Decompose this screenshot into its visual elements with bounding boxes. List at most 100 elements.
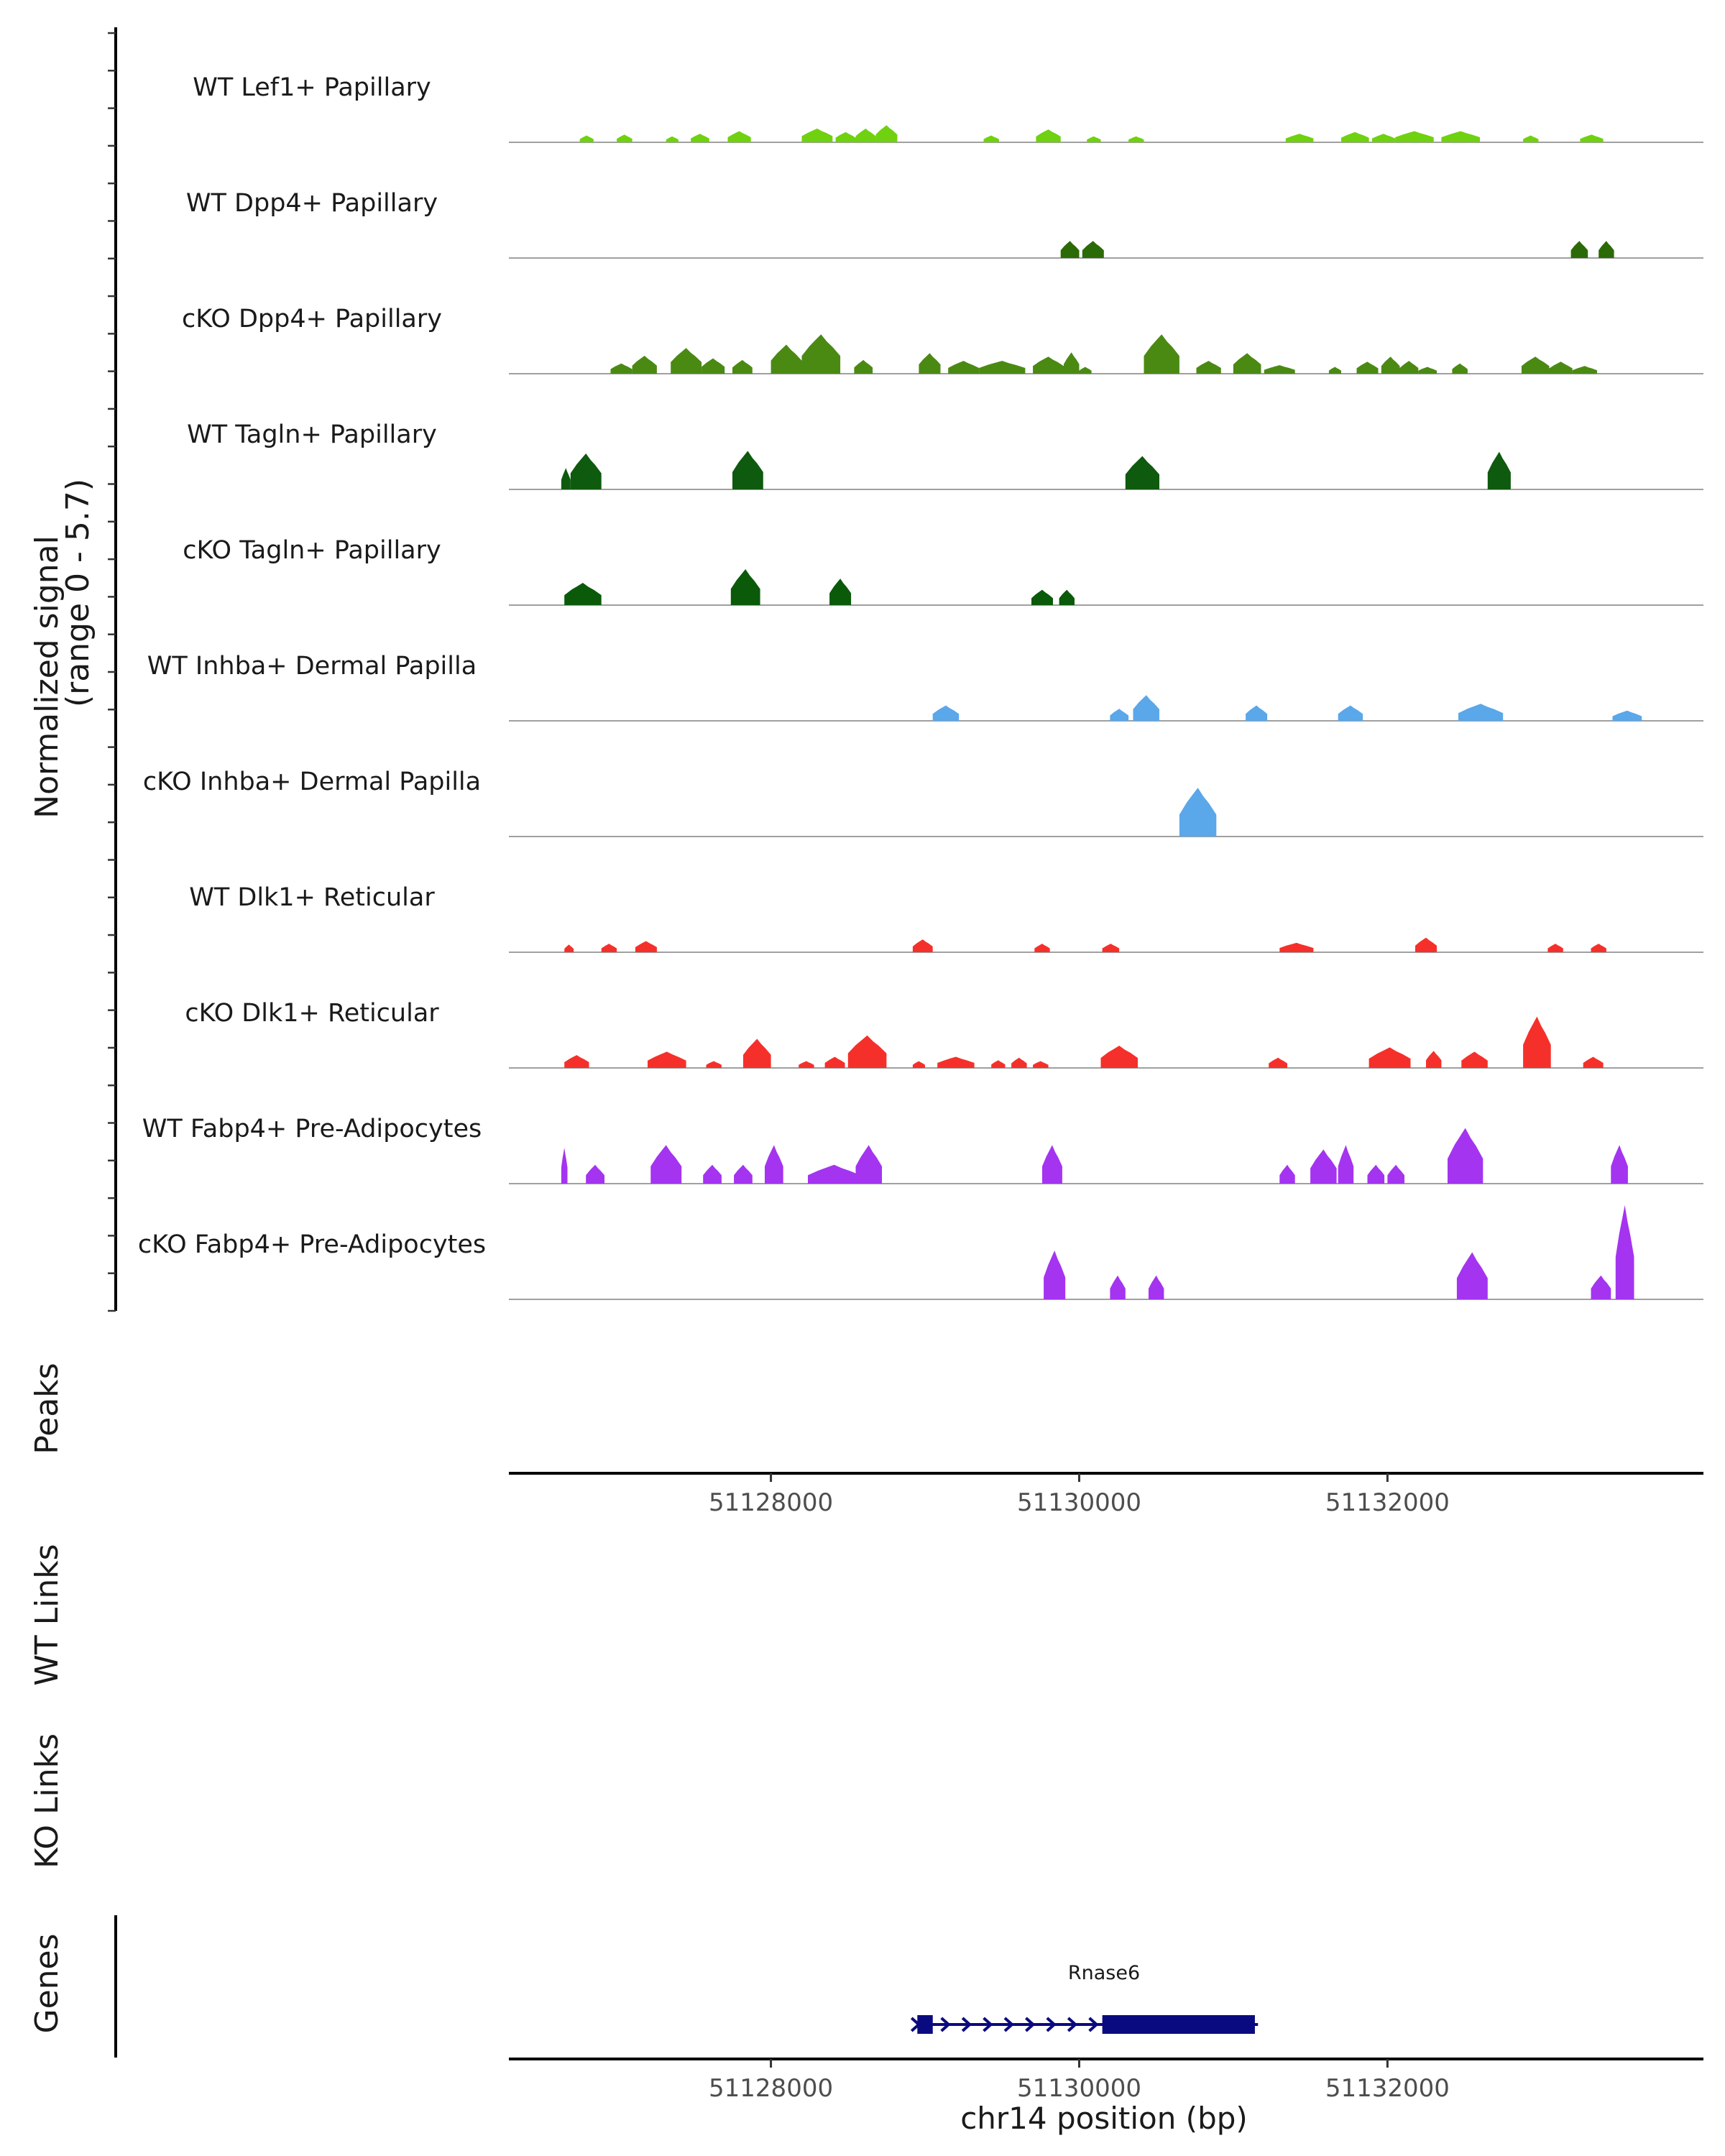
strand-arrow-icon [1046, 2017, 1057, 2032]
signal-peak [1110, 1275, 1126, 1299]
signal-peak [1487, 451, 1511, 489]
signal-peak [632, 356, 657, 374]
track-label: WT Lef1+ Papillary [193, 73, 431, 102]
signal-peak [564, 583, 602, 605]
signal-peak [1368, 1047, 1411, 1068]
signal-peak [1034, 944, 1050, 952]
signal-peak [1399, 361, 1419, 374]
signal-peak [732, 359, 753, 374]
signal-peak [1547, 944, 1563, 952]
signal-peak [765, 1145, 783, 1184]
signal-peak [1418, 367, 1437, 374]
track-label: cKO Fabp4+ Pre-Adipocytes [138, 1230, 486, 1259]
ko-links-panel-label: KO Links [29, 1733, 65, 1869]
x-tick-label: 51128000 [709, 1488, 833, 1517]
signal-peak [983, 135, 999, 142]
track-2: WT Dpp4+ Papillary [186, 189, 1703, 259]
track-10: WT Fabp4+ Pre-Adipocytes [142, 1115, 1703, 1184]
gene-name-label: Rnase6 [1068, 1962, 1140, 1984]
signal-peak [1441, 131, 1480, 142]
signal-peak [1082, 241, 1104, 258]
signal-peak [706, 1061, 722, 1068]
genes-panel-label: Genes [29, 1933, 65, 2033]
track-label: WT Dlk1+ Reticular [189, 883, 435, 912]
signal-peak [991, 1060, 1006, 1068]
signal-peak [1452, 363, 1468, 374]
signal-peak [829, 579, 852, 605]
signal-peak [1572, 366, 1597, 374]
signal-peak [855, 128, 876, 142]
signal-peak [1328, 367, 1341, 374]
signal-peak [1264, 365, 1295, 374]
signal-peak [937, 1056, 975, 1068]
signal-peak [1356, 361, 1379, 374]
signal-peak [1395, 131, 1434, 142]
track-label: cKO Dlk1+ Reticular [185, 999, 439, 1028]
signal-peak [770, 344, 802, 374]
signal-peak [1060, 241, 1080, 258]
x-tick-label: 51130000 [1017, 1488, 1141, 1517]
signal-peak [1125, 456, 1159, 489]
signal-peak [561, 468, 571, 489]
strand-arrow-icon [983, 2017, 993, 2032]
signal-peak [1133, 695, 1159, 721]
signal-peak [1338, 705, 1363, 721]
signal-peak [1415, 937, 1437, 952]
signal-peak [1179, 788, 1217, 837]
signal-peak [1521, 356, 1550, 374]
signal-peak [703, 1164, 722, 1184]
signal-peak [835, 132, 856, 142]
track-4: WT Tagln+ Papillary [187, 420, 1703, 490]
signal-peak [730, 569, 760, 605]
gene-exon [917, 2015, 933, 2034]
signal-peak [1036, 129, 1061, 142]
signal-peak [1269, 1057, 1287, 1068]
signal-peak [1033, 356, 1064, 374]
signal-peak [1580, 134, 1604, 142]
track-5: cKO Tagln+ Papillary [183, 536, 1703, 606]
signal-peak [1246, 705, 1268, 721]
track-label: WT Inhba+ Dermal Papilla [147, 652, 477, 681]
signal-peak [1128, 136, 1144, 142]
strand-arrow-icon [1067, 2017, 1078, 2032]
x-tick-label: 51128000 [709, 2074, 833, 2103]
signal-peak [691, 134, 709, 142]
track-8: WT Dlk1+ Reticular [189, 883, 1703, 953]
signal-peak [601, 944, 617, 952]
signal-peak [586, 1164, 604, 1184]
signal-peak [1611, 1145, 1628, 1184]
signal-peak [1031, 589, 1053, 605]
signal-peak [1461, 1051, 1488, 1068]
signal-peak [1387, 1164, 1404, 1184]
track-label: WT Fabp4+ Pre-Adipocytes [142, 1115, 482, 1143]
strand-arrow-icon [1003, 2017, 1014, 2032]
signal-peak [650, 1145, 682, 1184]
signal-peak [1144, 334, 1179, 374]
signal-peak [1059, 589, 1075, 605]
signal-peak [1426, 1051, 1442, 1068]
signal-peak [1279, 1164, 1295, 1184]
signal-peak [561, 1148, 568, 1184]
strand-arrow-icon [1088, 2017, 1099, 2032]
track-label: WT Dpp4+ Papillary [186, 189, 438, 218]
signal-peak [932, 705, 960, 721]
signal-peak [1196, 361, 1221, 374]
signal-peak [1149, 1275, 1164, 1299]
track-6: WT Inhba+ Dermal Papilla [147, 652, 1703, 722]
signal-peak [1042, 1145, 1062, 1184]
signal-peak [979, 361, 1026, 374]
track-3: cKO Dpp4+ Papillary [182, 305, 1703, 374]
signal-peak [1079, 367, 1092, 374]
signal-peak [799, 1061, 814, 1068]
signal-peak [732, 451, 763, 489]
track-1: WT Lef1+ Papillary [193, 73, 1703, 143]
genes-panel-ticks: 51128000 51130000 51132000 [709, 2059, 1450, 2103]
signal-peak [948, 361, 980, 374]
signal-peak [671, 348, 702, 374]
gene-exon [1102, 2015, 1255, 2034]
signal-peak [1371, 134, 1396, 142]
signal-peak [1458, 704, 1504, 721]
signal-peak [1033, 1061, 1049, 1068]
strand-arrow-icon [940, 2017, 951, 2032]
